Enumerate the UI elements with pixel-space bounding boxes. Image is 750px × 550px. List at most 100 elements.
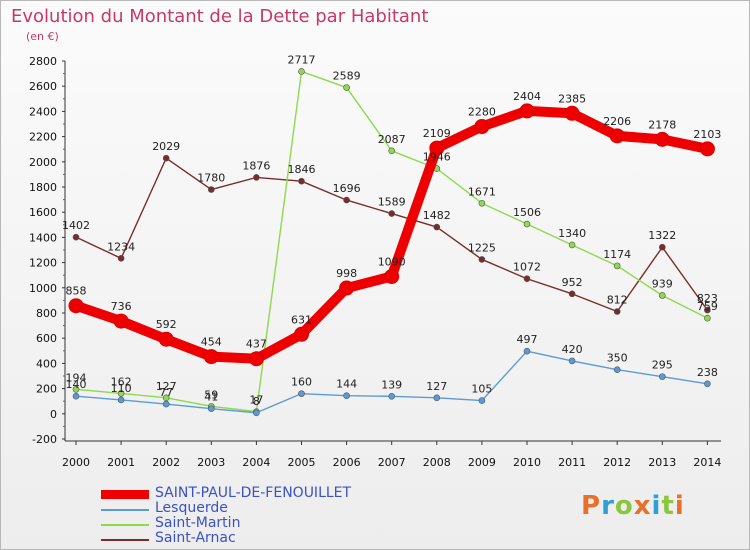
data-label: 998 [336, 267, 357, 280]
data-label: 812 [607, 293, 628, 306]
data-point [158, 331, 174, 347]
legend-swatch [101, 509, 149, 511]
data-label: 41 [204, 391, 218, 404]
proxiti-logo: Proxiti [581, 491, 685, 521]
x-tick-label: 2008 [423, 456, 451, 469]
x-tick-label: 2014 [693, 456, 721, 469]
logo-letter: r [601, 491, 615, 521]
data-label: 2206 [603, 115, 631, 128]
data-point [388, 392, 396, 400]
y-tick-label: 200 [36, 383, 57, 396]
data-label: 1340 [558, 227, 586, 240]
data-label: 1589 [378, 196, 406, 209]
data-point [117, 396, 125, 404]
chart-subtitle: (en €) [26, 30, 59, 43]
data-label: 139 [381, 378, 402, 391]
data-label: 17 [249, 394, 263, 407]
y-tick-label: 1000 [29, 282, 57, 295]
data-point [117, 390, 125, 397]
y-tick-label: 600 [36, 332, 57, 345]
data-point [72, 392, 80, 400]
data-point [429, 140, 445, 156]
data-point [613, 366, 621, 374]
data-label: 952 [562, 276, 583, 289]
data-point [208, 405, 215, 412]
data-label: 2404 [513, 90, 541, 103]
data-point [519, 103, 535, 119]
x-tick-label: 2001 [107, 456, 135, 469]
y-tick-label: 1200 [29, 257, 57, 270]
data-point [162, 154, 170, 162]
data-label: 2178 [648, 118, 676, 131]
legend-label: Saint-Arnac [155, 530, 236, 546]
data-label: 2589 [333, 70, 361, 83]
data-label: 1402 [62, 219, 90, 232]
data-point [478, 199, 486, 207]
data-label: 1482 [423, 209, 451, 222]
data-point [298, 177, 305, 185]
data-label: 2717 [288, 53, 316, 66]
data-label: 127 [156, 380, 177, 393]
y-tick-label: 1400 [29, 231, 57, 244]
data-label: 140 [66, 378, 87, 391]
logo-letter: x [633, 491, 652, 521]
data-point [658, 243, 666, 251]
data-label: 736 [111, 300, 132, 313]
data-point [388, 147, 396, 155]
series-saint-paul-de-fenouillet [68, 103, 715, 367]
data-point [113, 313, 129, 329]
logo-letter: i [651, 491, 662, 521]
data-label: 2280 [468, 106, 496, 119]
x-tick-label: 2010 [513, 456, 541, 469]
data-label: 2029 [152, 140, 180, 153]
data-point [339, 280, 355, 296]
logo-letter: P [581, 491, 602, 521]
x-tick-label: 2013 [648, 456, 676, 469]
data-point [298, 68, 305, 75]
data-point [704, 380, 711, 388]
legend-label: Lesquerde [155, 500, 228, 516]
series-saint-arnac [72, 154, 711, 315]
data-label: 160 [291, 376, 312, 389]
legend-swatch [101, 539, 149, 541]
data-point [613, 262, 621, 270]
data-label: 420 [562, 343, 583, 356]
logo-letter: t [661, 491, 675, 521]
data-point [433, 394, 441, 402]
data-point [474, 119, 490, 135]
data-point [523, 347, 531, 355]
data-label: 497 [517, 333, 538, 346]
data-point [658, 373, 666, 380]
y-tick-label: 2600 [29, 80, 57, 93]
data-point [298, 390, 305, 397]
data-label: 1174 [603, 248, 631, 261]
data-label: 437 [246, 338, 267, 351]
data-point [253, 174, 260, 181]
data-point [343, 392, 350, 399]
series-layer [68, 68, 715, 417]
legend-label: Saint-Martin [155, 515, 241, 531]
x-tick-label: 2004 [242, 456, 270, 469]
data-label: 77 [159, 386, 173, 399]
data-point [613, 308, 621, 315]
data-point [704, 314, 711, 322]
data-label: 162 [111, 375, 132, 388]
data-label: 105 [471, 383, 492, 396]
x-tick-label: 2006 [333, 456, 361, 469]
data-point [654, 131, 670, 147]
data-label: 238 [697, 366, 718, 379]
data-point [68, 298, 84, 314]
series-lesquerde [72, 347, 711, 417]
y-tick-label: 2200 [29, 131, 57, 144]
data-point [568, 357, 576, 365]
y-tick-label: 1800 [29, 181, 57, 194]
x-tick-label: 2009 [468, 456, 496, 469]
x-tick-label: 2002 [152, 456, 180, 469]
data-label: 823 [697, 292, 718, 305]
x-tick-label: 2011 [558, 456, 586, 469]
data-point [523, 275, 531, 283]
data-point [343, 84, 350, 91]
data-point [658, 292, 666, 299]
data-point [162, 400, 170, 408]
